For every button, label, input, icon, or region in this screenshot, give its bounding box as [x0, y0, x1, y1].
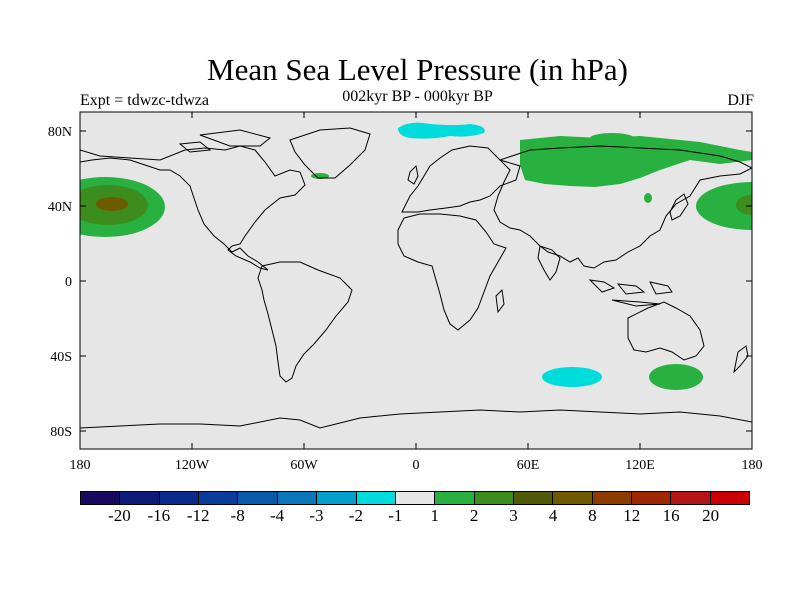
colorbar-segment — [199, 492, 239, 504]
colorbar — [80, 491, 750, 505]
ticks — [80, 112, 752, 449]
anomaly-southern-ocean-negative — [542, 367, 602, 387]
chart-title: Mean Sea Level Pressure (in hPa) — [207, 52, 628, 87]
colorbar-label: 8 — [588, 506, 597, 525]
colorbar-label: -12 — [186, 506, 210, 525]
colorbar-segment — [435, 492, 475, 504]
lon-label-60e: 60E — [517, 458, 540, 473]
colorbar-label: 16 — [662, 506, 680, 525]
colorbar-segment — [474, 492, 514, 504]
colorbar-segment — [120, 492, 160, 504]
colorbar-segment — [513, 492, 554, 504]
experiment-label: Expt = tdwzc-tdwza — [80, 92, 209, 109]
colorbar-label: 1 — [430, 506, 439, 525]
colorbar-label: 12 — [623, 506, 641, 525]
anomaly-arctic-small — [590, 133, 634, 143]
coast-india — [537, 245, 561, 281]
anomaly-southern-ocean-positive — [649, 364, 703, 390]
coast-new-zealand — [733, 345, 749, 374]
colorbar-segment — [317, 492, 357, 504]
lon-label-120e: 120E — [625, 458, 655, 473]
anomaly-arctic-negative — [398, 122, 485, 139]
coast-indonesia — [588, 279, 673, 307]
anomaly-east-pacific-outer — [696, 182, 752, 230]
colorbar-segment — [710, 492, 750, 504]
lat-label-40n: 40N — [48, 200, 72, 215]
coast-britain — [407, 164, 419, 185]
colorbar-label: -16 — [147, 506, 171, 525]
coast-africa — [397, 213, 507, 331]
coast-australia — [627, 301, 705, 361]
colorbar-label: 3 — [509, 506, 518, 525]
coast-north-america — [80, 145, 306, 271]
colorbar-label: -4 — [269, 506, 285, 525]
colorbar-label: -20 — [108, 506, 131, 525]
colorbar-segment — [356, 492, 396, 504]
colorbar-label: 2 — [469, 506, 479, 525]
lat-label-80n: 80N — [48, 125, 72, 140]
anomaly-east-pacific-mid — [736, 195, 752, 215]
lat-label-80s: 80S — [50, 425, 72, 440]
chart-subtitle: 002kyr BP - 000kyr BP — [342, 88, 493, 105]
lon-label-60w: 60W — [290, 458, 318, 473]
anomaly-fields — [80, 122, 752, 390]
coast-greenland — [289, 127, 371, 179]
coast-japan — [669, 193, 689, 221]
colorbar-segment — [395, 492, 436, 504]
colorbar-label: -1 — [388, 506, 403, 525]
colorbar-segment — [553, 492, 593, 504]
coast-europe — [401, 145, 521, 213]
colorbar-label: -2 — [348, 506, 363, 525]
colorbar-labels: -20 -16 -12 -8 -4 -3 -2 -1 1 2 3 4 8 12 16 20 — [80, 506, 750, 528]
colorbar-label: 4 — [548, 506, 558, 525]
season-label: DJF — [727, 92, 754, 109]
lon-label-180w: 180 — [70, 458, 91, 473]
anomaly-north-pacific-core — [96, 197, 128, 211]
colorbar-segment — [592, 492, 633, 504]
colorbar-label: -8 — [230, 506, 245, 525]
coast-madagascar — [495, 288, 505, 314]
colorbar-segment — [671, 492, 711, 504]
coast-south-america — [257, 261, 353, 383]
colorbar-label: -3 — [309, 506, 324, 525]
coast-arctic-islands — [178, 129, 272, 153]
lon-label-180e: 180 — [742, 458, 763, 473]
coast-asia — [493, 145, 752, 269]
colorbar-segment — [632, 492, 672, 504]
lat-label-0: 0 — [65, 275, 72, 290]
anomaly-siberia — [520, 136, 752, 187]
anomaly-east-asia-small — [644, 193, 652, 203]
lon-label-0: 0 — [413, 458, 420, 473]
lon-label-120w: 120W — [175, 458, 210, 473]
coast-antarctica — [80, 409, 752, 429]
colorbar-segment — [238, 492, 278, 504]
colorbar-label: 20 — [702, 506, 720, 525]
colorbar-segment — [159, 492, 200, 504]
lat-label-40s: 40S — [50, 350, 72, 365]
colorbar-segment — [81, 492, 121, 504]
colorbar-segment — [277, 492, 318, 504]
coastlines — [80, 127, 752, 429]
